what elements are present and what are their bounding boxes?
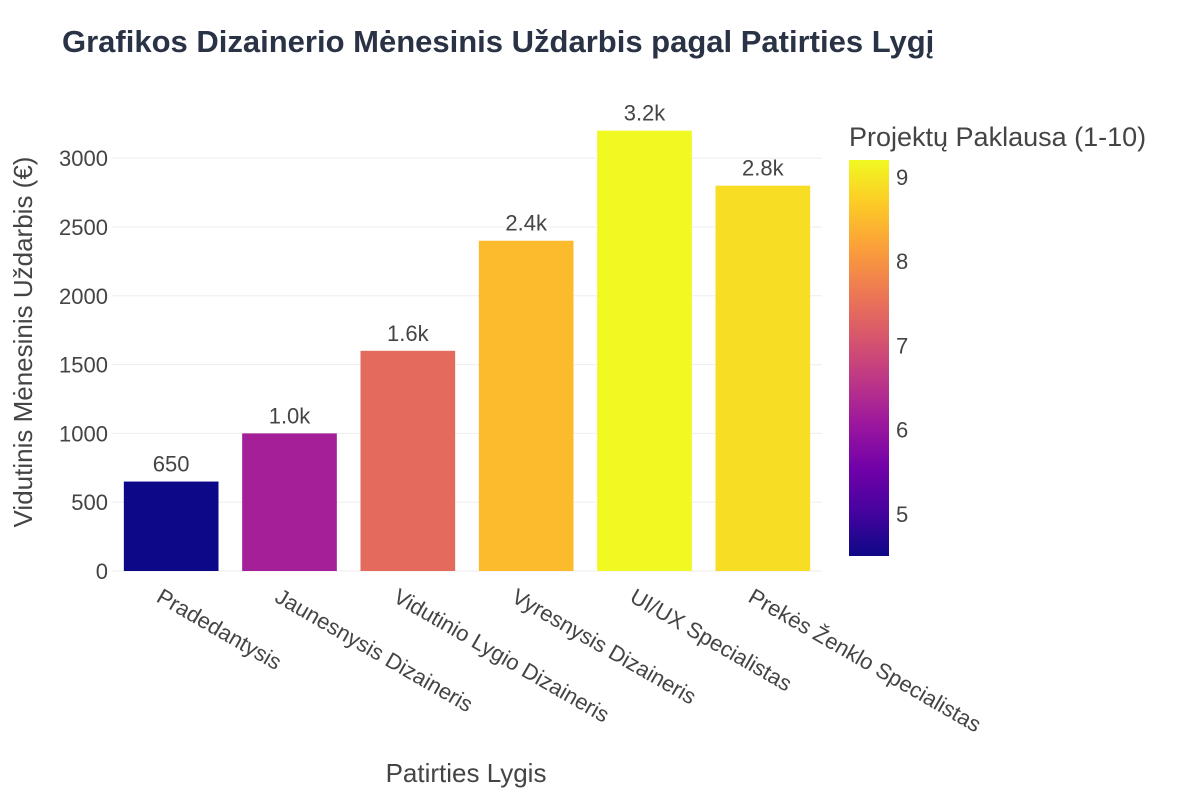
x-axis-title: Patirties Lygis [386,758,547,788]
colorbar: Projektų Paklausa (1-10) 5 6 7 8 9 [849,122,1146,556]
colorbar-ticks: 5 6 7 8 9 [896,165,908,527]
colorbar-tick-label: 5 [896,502,908,527]
y-tick-label: 1000 [59,421,108,446]
bar [123,481,219,571]
colorbar-tick-label: 8 [896,249,908,274]
y-tick-label: 2500 [59,215,108,240]
chart-title: Grafikos Dizainerio Mėnesinis Uždarbis p… [62,24,934,59]
x-tick-label: Jaunesnysis Dizaineris [271,584,477,718]
colorbar-tick-label: 6 [896,418,908,443]
bar [478,240,574,572]
bar-value-label: 3.2k [624,101,667,126]
bar-value-label: 1.6k [387,321,430,346]
y-tick-label: 2000 [59,284,108,309]
bars [123,130,811,572]
y-axis-title: Vidutinis Mėnesinis Uždarbis (€) [8,157,38,528]
colorbar-tick-label: 7 [896,333,908,358]
x-tick-label: Prekės Ženklo Specialistas [744,584,985,738]
bar-value-label: 2.8k [742,156,785,181]
y-tick-label: 0 [96,559,108,584]
bar [242,433,337,571]
colorbar-title: Projektų Paklausa (1-10) [849,122,1146,152]
bar [715,185,811,571]
y-tick-label: 3000 [59,146,108,171]
x-tick-label: Pradedantysis [153,584,286,675]
x-tick-label: Vidutinio Lygio Dizaineris [389,584,613,728]
bar-value-label: 2.4k [505,211,548,236]
y-tick-label: 500 [71,490,108,515]
gridlines [112,157,822,572]
bar-value-labels: 650 1.0k 1.6k 2.4k 3.2k 2.8k [153,101,785,477]
colorbar-gradient [849,160,889,556]
y-tick-label: 1500 [59,353,108,378]
bar-value-label: 650 [153,452,190,477]
bar [597,130,692,571]
bar [360,350,456,571]
colorbar-tick-label: 9 [896,165,908,190]
y-axis-ticks: 0 500 1000 1500 2000 2500 3000 [59,146,108,584]
bar-value-label: 1.0k [269,403,312,428]
